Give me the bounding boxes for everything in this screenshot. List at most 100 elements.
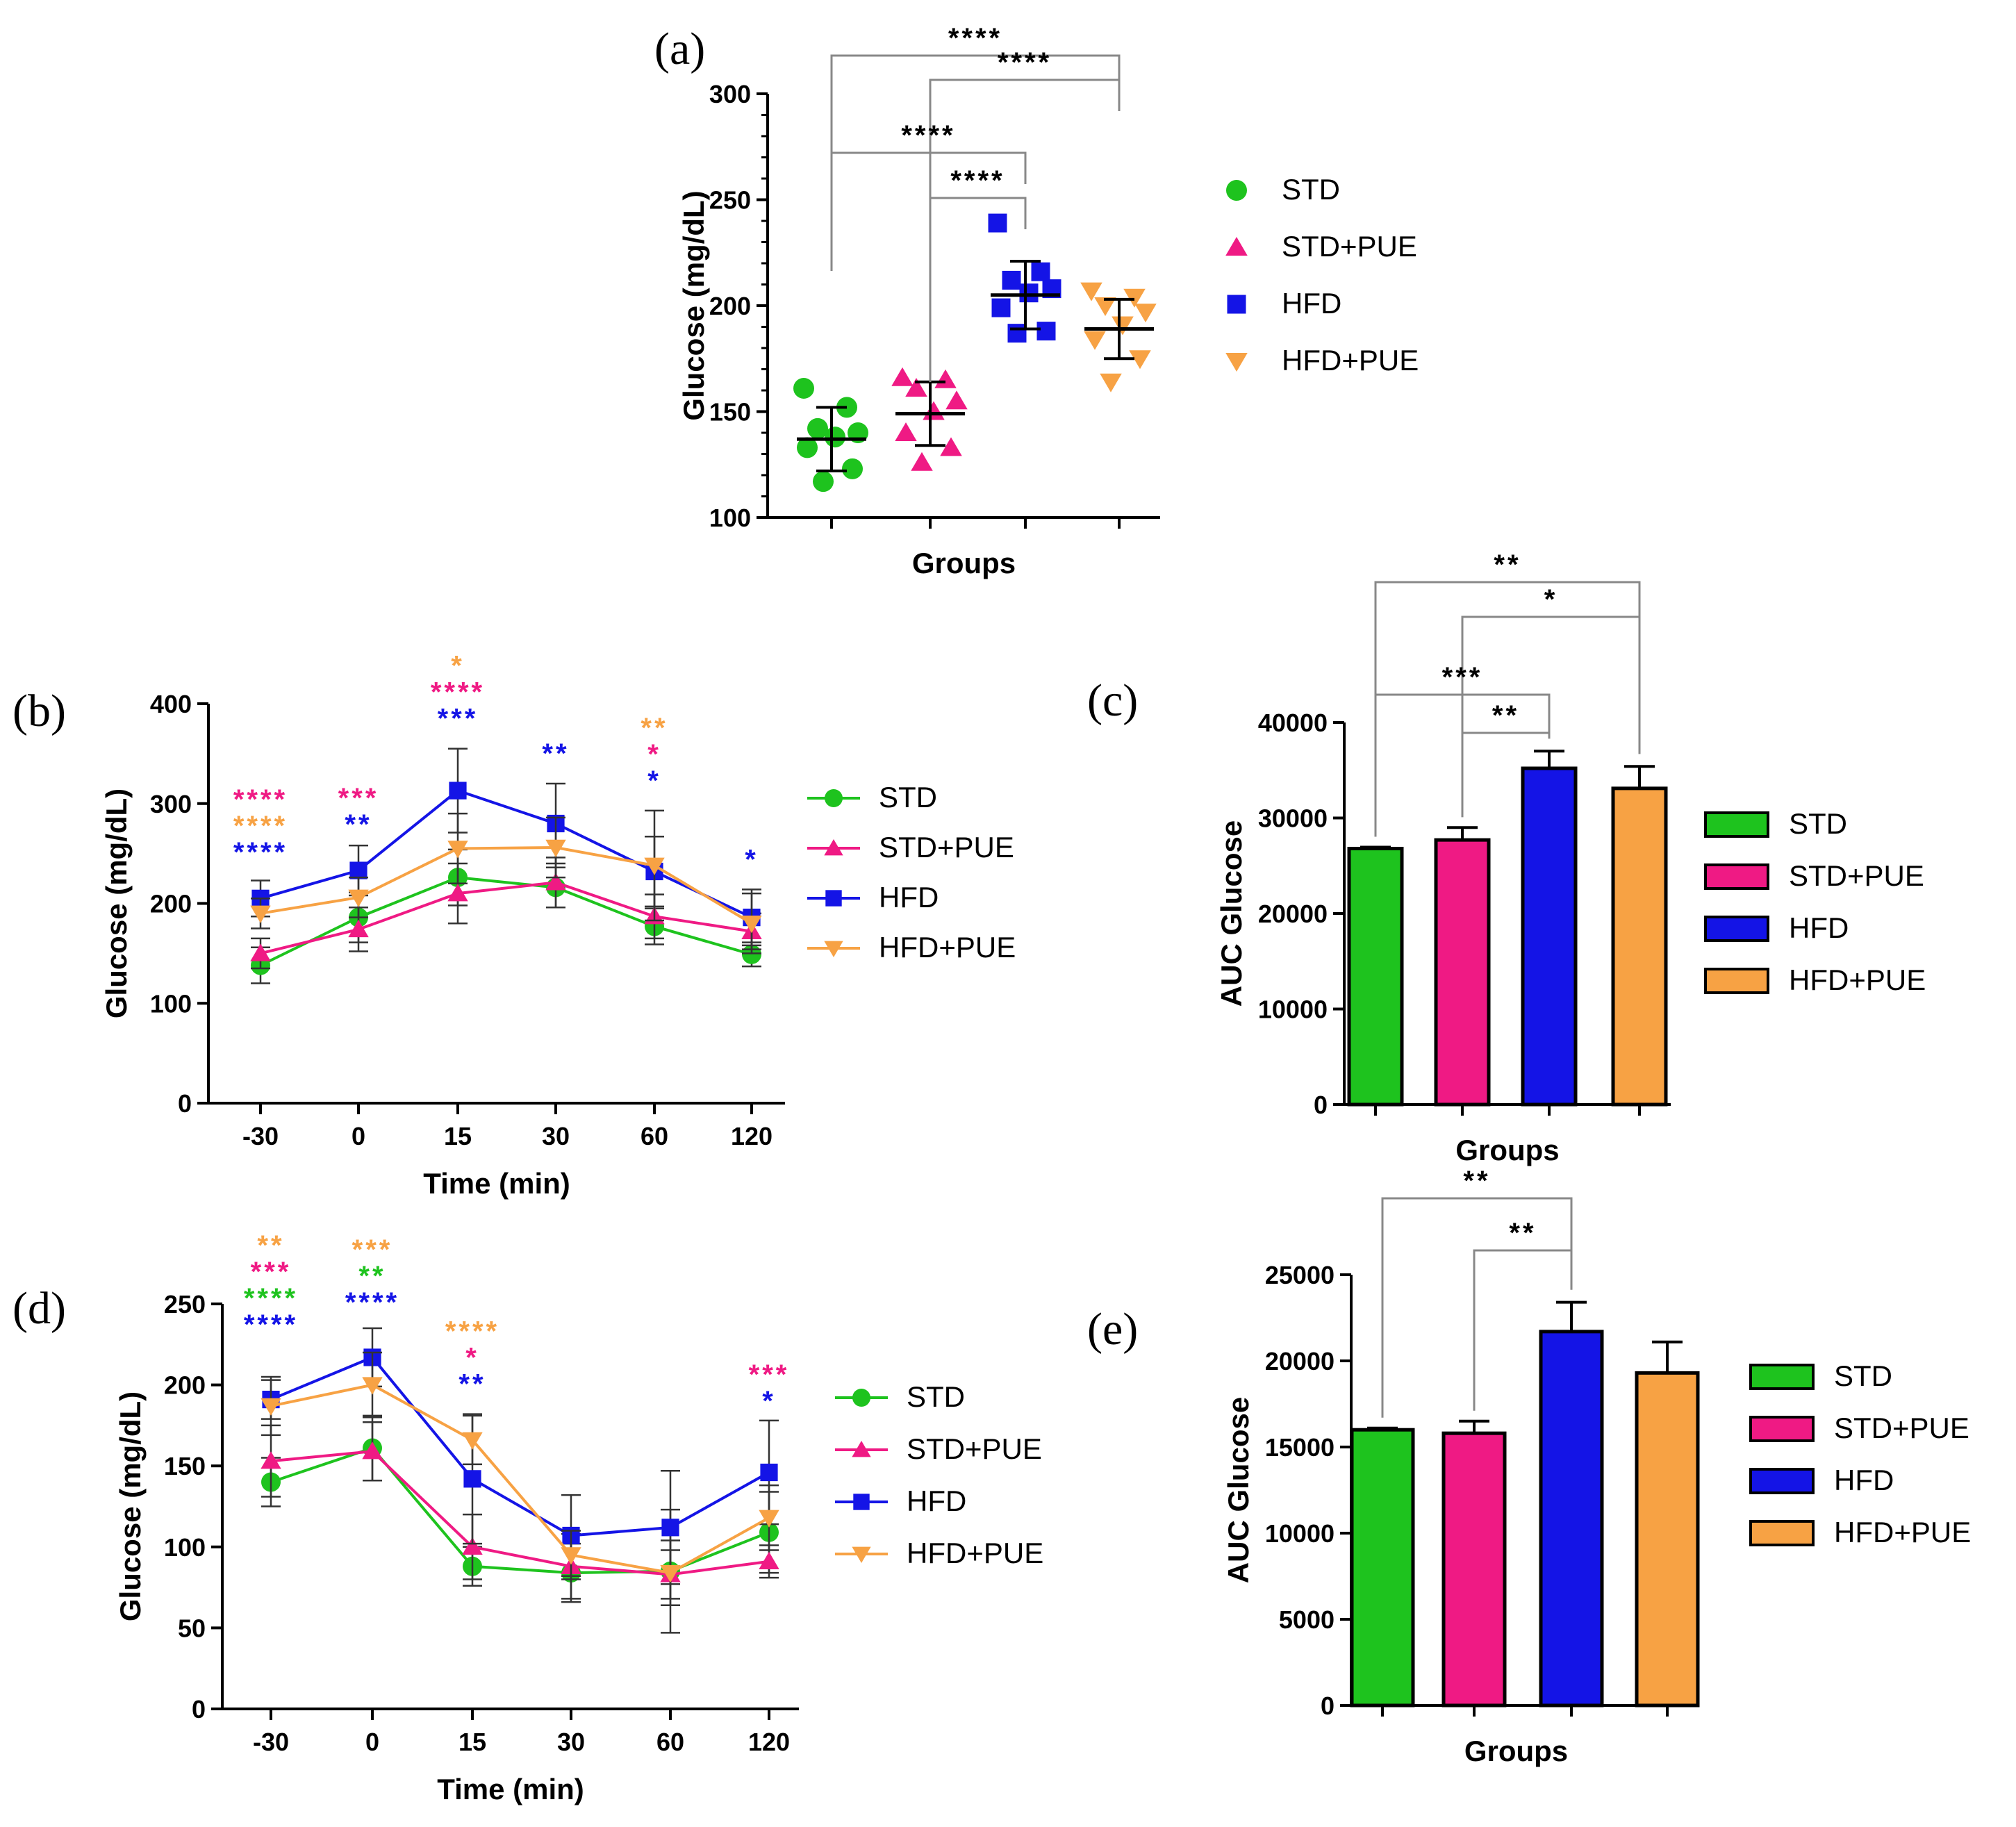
significance-stars: * bbox=[465, 1343, 479, 1373]
y-tick-label: 150 bbox=[164, 1452, 206, 1480]
legend-item: STD bbox=[807, 781, 937, 813]
legend-label: STD+PUE bbox=[1789, 859, 1924, 892]
significance-stars: ** bbox=[345, 809, 372, 840]
x-tick-label: 60 bbox=[656, 1728, 684, 1756]
significance-bracket bbox=[929, 78, 1121, 264]
legend-marker bbox=[825, 890, 842, 907]
panel-b: (b) 0 100 200 300 400 -30 0 15 30 60 120 Glucose (mg… bbox=[13, 651, 1016, 1200]
y-tick-label: 250 bbox=[709, 186, 751, 215]
series-line bbox=[270, 1446, 770, 1575]
x-axis-title: Groups bbox=[1464, 1735, 1568, 1767]
data-point bbox=[447, 841, 468, 859]
data-point bbox=[447, 884, 468, 902]
y-tick-label: 150 bbox=[709, 398, 751, 427]
y-tick-label: 10000 bbox=[1265, 1519, 1335, 1548]
legend-label: HFD bbox=[907, 1485, 966, 1517]
panel-a: (a) 100 150 200 250 300 Glucose (mg/dL) Groups *… bbox=[654, 23, 1419, 579]
legend-item: HFD+PUE bbox=[1704, 964, 1926, 996]
significance-label: ** bbox=[1492, 700, 1519, 731]
legend-item: HFD bbox=[1704, 911, 1849, 944]
legend-item: STD bbox=[1704, 807, 1847, 840]
legend-label: STD+PUE bbox=[1282, 230, 1417, 263]
legend-item: STD+PUE bbox=[835, 1432, 1042, 1465]
panel-label: (c) bbox=[1087, 675, 1138, 726]
data-point bbox=[905, 377, 927, 397]
panel-label: (b) bbox=[13, 686, 66, 736]
data-point bbox=[1080, 282, 1102, 301]
significance-stars: *** bbox=[251, 1257, 292, 1287]
data-point bbox=[934, 369, 957, 388]
legend-marker bbox=[1225, 353, 1248, 372]
significance-stars: ** bbox=[257, 1230, 284, 1261]
legend-marker bbox=[1226, 180, 1247, 201]
y-tick-label: 400 bbox=[150, 690, 192, 718]
legend-label: HFD+PUE bbox=[1789, 964, 1926, 996]
legend-label: STD bbox=[1789, 807, 1847, 840]
y-tick-label: 300 bbox=[150, 790, 192, 818]
panel-e: (e) 0 5000 10000 15000 20000 25000 AUC Glucose G… bbox=[1087, 1166, 1971, 1767]
data-point bbox=[362, 1441, 383, 1460]
significance-bracket bbox=[1473, 1249, 1573, 1411]
y-tick-label: 100 bbox=[150, 989, 192, 1018]
y-tick-label: 300 bbox=[709, 80, 751, 108]
series-line bbox=[270, 1355, 770, 1537]
legend-marker bbox=[852, 1546, 871, 1563]
data-point bbox=[1084, 331, 1106, 350]
significance-label: * bbox=[1544, 584, 1558, 615]
series-line bbox=[260, 788, 752, 919]
data-point bbox=[895, 422, 917, 441]
x-tick-label: 30 bbox=[557, 1728, 585, 1756]
legend-item: STD+PUE bbox=[1225, 230, 1417, 263]
bar bbox=[1635, 1371, 1700, 1708]
legend-item: HFD+PUE bbox=[835, 1537, 1043, 1569]
significance-stars: **** bbox=[244, 1309, 298, 1340]
legend-item: HFD bbox=[1227, 287, 1341, 320]
y-tick-label: 0 bbox=[192, 1695, 206, 1723]
x-tick-label: 60 bbox=[641, 1122, 668, 1150]
x-tick-label: 0 bbox=[365, 1728, 379, 1756]
legend-item: STD bbox=[1226, 173, 1340, 206]
legend-item: HFD+PUE bbox=[1225, 344, 1419, 377]
data-point bbox=[1019, 283, 1039, 303]
legend-item: STD+PUE bbox=[1749, 1412, 1969, 1444]
legend-marker bbox=[824, 941, 843, 957]
bar bbox=[1434, 838, 1491, 1107]
significance-stars: **** bbox=[345, 1287, 399, 1318]
x-tick-label: 30 bbox=[542, 1122, 570, 1150]
legend-marker bbox=[852, 1441, 871, 1457]
y-axis-title: AUC Glucose bbox=[1215, 820, 1248, 1007]
legend-item: STD+PUE bbox=[1704, 859, 1924, 892]
legend-marker bbox=[852, 1389, 870, 1407]
data-point bbox=[825, 427, 845, 448]
data-point bbox=[250, 943, 271, 961]
x-axis-title: Groups bbox=[912, 547, 1016, 579]
data-point bbox=[463, 1470, 481, 1488]
significance-label: **** bbox=[998, 47, 1052, 78]
significance-stars: ** bbox=[458, 1369, 486, 1400]
legend-label: STD+PUE bbox=[907, 1432, 1042, 1465]
legend-item: HFD bbox=[1749, 1464, 1894, 1496]
data-point bbox=[545, 839, 566, 857]
significance-stars: ** bbox=[542, 738, 569, 769]
series-line bbox=[270, 1383, 770, 1575]
significance-stars: * bbox=[451, 651, 465, 681]
y-tick-label: 200 bbox=[164, 1371, 206, 1400]
legend-marker bbox=[1227, 295, 1246, 314]
legend-swatch bbox=[1704, 811, 1769, 838]
data-point bbox=[348, 919, 369, 938]
significance-stars: *** bbox=[438, 704, 479, 734]
bar bbox=[1539, 1330, 1604, 1708]
legend-marker bbox=[1225, 237, 1248, 256]
x-tick-label: -30 bbox=[242, 1122, 279, 1150]
significance-stars: *** bbox=[352, 1234, 393, 1265]
data-point bbox=[759, 1551, 779, 1569]
data-point bbox=[545, 873, 566, 891]
legend-swatch bbox=[1749, 1520, 1815, 1546]
data-point bbox=[813, 471, 834, 493]
data-point bbox=[261, 1451, 281, 1469]
data-point bbox=[348, 889, 369, 907]
legend-label: STD bbox=[1834, 1359, 1892, 1392]
data-point bbox=[945, 390, 968, 410]
x-tick-label: 120 bbox=[748, 1728, 790, 1756]
significance-label: **** bbox=[901, 120, 955, 151]
